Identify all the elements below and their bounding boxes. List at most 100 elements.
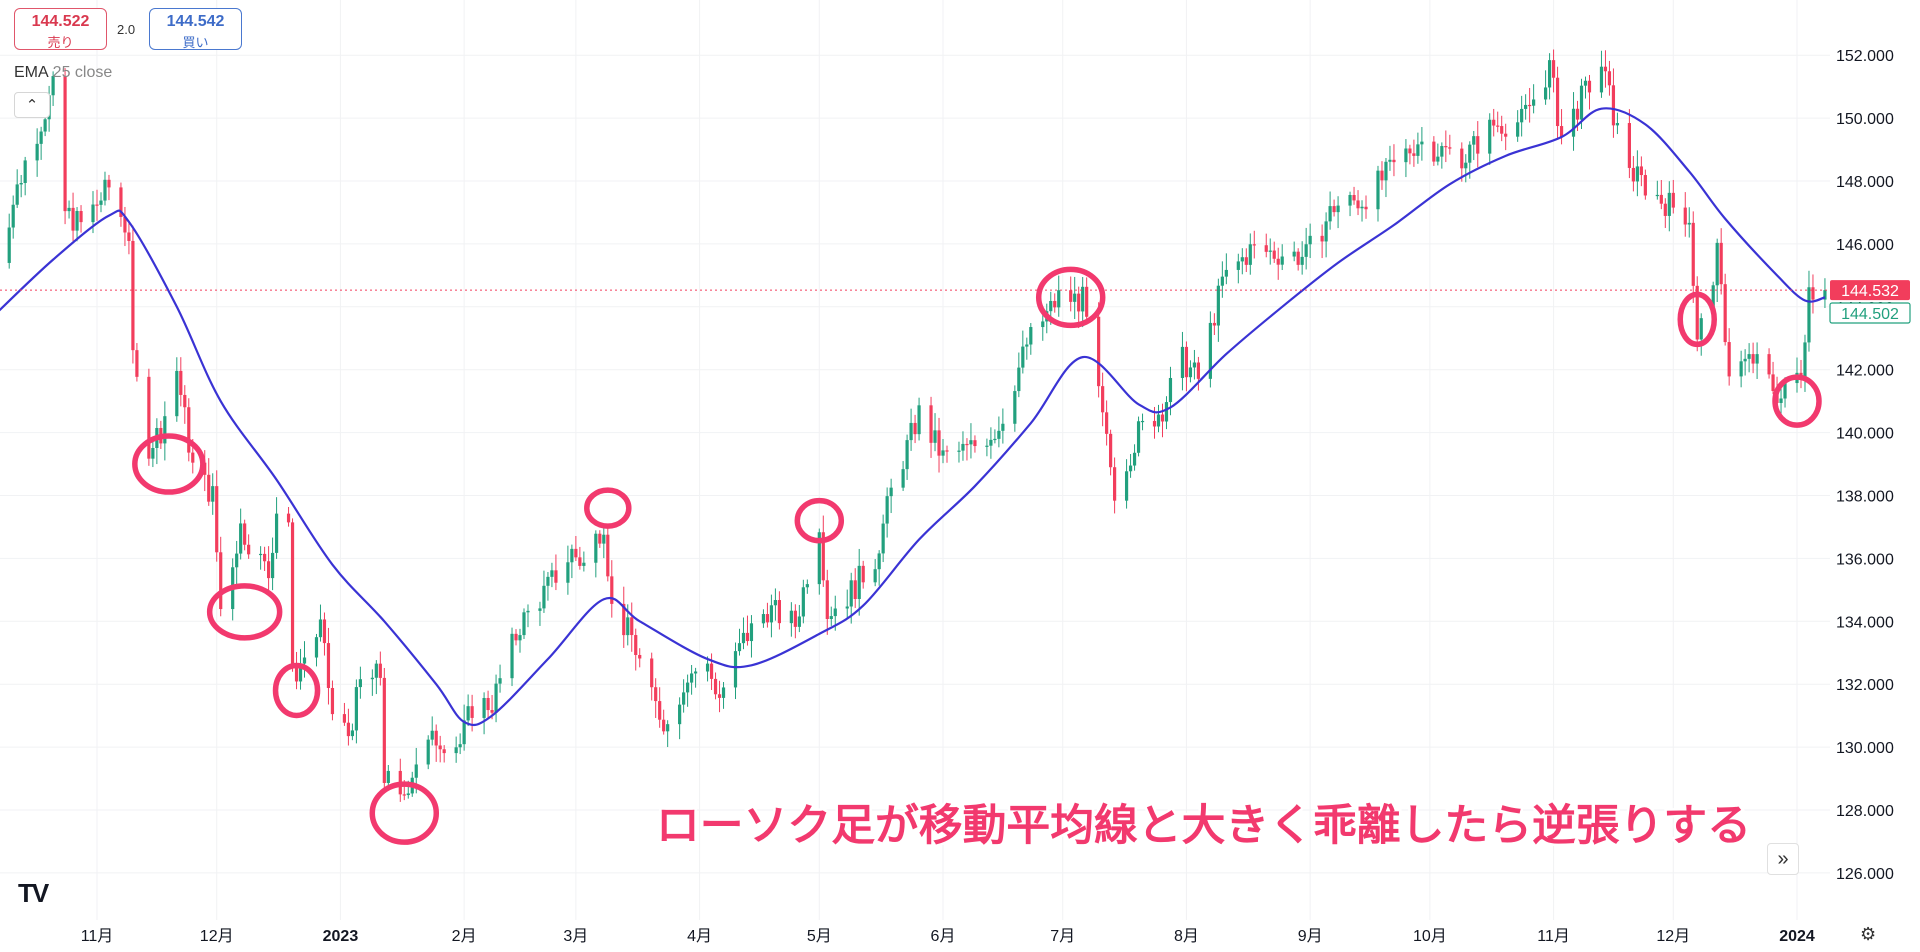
- candle-body: [1444, 146, 1448, 148]
- candle-body: [749, 623, 754, 642]
- candle-body: [765, 614, 770, 623]
- candle-body: [103, 179, 107, 201]
- candle-body: [79, 211, 83, 223]
- candle-body: [705, 663, 710, 672]
- candle-body: [1547, 60, 1552, 88]
- candle-body: [1412, 153, 1416, 156]
- candle-body: [1492, 119, 1496, 126]
- tradingview-logo-icon[interactable]: TV: [18, 878, 49, 908]
- annotation-circle: [272, 662, 321, 719]
- candle-body: [406, 793, 410, 796]
- candle-body: [302, 657, 307, 664]
- candle-body: [1779, 398, 1783, 403]
- candle-body: [905, 440, 909, 470]
- chart-grid: [0, 0, 1830, 920]
- candle-body: [494, 683, 498, 713]
- bid-price-tag-label: 144.502: [1841, 306, 1899, 323]
- candle-body: [666, 724, 670, 732]
- candle-body: [1081, 286, 1085, 312]
- candle-body: [626, 617, 630, 636]
- buy-price: 144.542: [166, 13, 225, 30]
- time-tick-label: 5月: [807, 928, 832, 945]
- candle-body: [1571, 108, 1576, 137]
- candle-body: [1192, 362, 1197, 368]
- candle-body: [131, 240, 135, 351]
- time-tick-label: 7月: [1050, 928, 1075, 945]
- candle-body: [1304, 244, 1308, 257]
- candle-body: [1551, 60, 1556, 78]
- candle-body: [486, 697, 490, 711]
- candle-body: [274, 513, 279, 553]
- candle-body: [1244, 257, 1248, 265]
- candle-body: [877, 553, 881, 570]
- candle-body: [7, 227, 11, 263]
- candle-body: [183, 394, 187, 408]
- candle-body: [1440, 146, 1444, 157]
- candle-body: [1392, 159, 1396, 163]
- time-axis[interactable]: 11月 12月 2023 2月 3月 4月 5月 6月 7月 8月 9月 10月 11月 12月 2024: [81, 928, 1815, 945]
- candle-body: [1691, 222, 1695, 286]
- candle-body: [442, 749, 446, 754]
- candle-body: [941, 450, 945, 456]
- sell-button[interactable]: 144.522 売り: [14, 8, 107, 50]
- candle-body: [1077, 293, 1081, 312]
- candle-body: [1069, 290, 1073, 302]
- candle-body: [1607, 71, 1612, 86]
- candle-body: [1332, 206, 1336, 213]
- candle-body: [215, 486, 219, 553]
- annotation-circle: [132, 433, 206, 495]
- time-tick-label: 12月: [1656, 928, 1690, 945]
- candle-body: [769, 605, 774, 623]
- candle-body: [247, 544, 251, 555]
- candle-body: [71, 207, 75, 231]
- candle-body: [1635, 166, 1639, 182]
- candle-body: [1124, 471, 1129, 501]
- price-axis[interactable]: 126.000 128.000 130.000 132.000 134.000 136.0…: [1836, 48, 1894, 883]
- candle-body: [1101, 386, 1105, 413]
- buy-button[interactable]: 144.542 買い: [149, 8, 242, 50]
- candle-body: [1476, 136, 1480, 154]
- candle-body: [1823, 290, 1827, 300]
- chevrons-right-icon[interactable]: »: [1767, 843, 1799, 875]
- candle-body: [354, 687, 358, 731]
- candle-body: [713, 678, 718, 695]
- candle-body: [23, 160, 27, 183]
- sell-label: 売り: [47, 35, 74, 50]
- candle-body: [1611, 85, 1616, 126]
- candle-body: [1643, 175, 1647, 196]
- candle-body: [263, 553, 267, 562]
- candle-body: [1360, 206, 1364, 209]
- candle-body: [286, 513, 291, 523]
- candle-body: [147, 376, 151, 459]
- price-tick-label: 140.000: [1836, 426, 1894, 443]
- candle-body: [1184, 346, 1189, 378]
- ema-legend[interactable]: EMA 25 close: [14, 64, 112, 82]
- candle-body: [1751, 354, 1755, 364]
- candle-body: [773, 600, 778, 606]
- candle-body: [522, 612, 526, 636]
- candle-body: [1504, 133, 1508, 137]
- candle-body: [1264, 245, 1268, 252]
- candle-body: [378, 663, 382, 678]
- candle-body: [1520, 108, 1524, 123]
- chevron-up-icon[interactable]: ⌃: [14, 92, 50, 118]
- price-tick-label: 128.000: [1836, 803, 1894, 820]
- candle-body: [266, 561, 271, 579]
- candle-body: [570, 548, 574, 563]
- candle-body: [127, 232, 131, 241]
- candle-body: [542, 585, 546, 609]
- candle-body: [135, 350, 139, 377]
- gear-icon[interactable]: ⚙: [1860, 924, 1877, 944]
- candle-body: [654, 687, 658, 702]
- candle-body: [638, 654, 642, 659]
- candle-body: [1384, 161, 1388, 181]
- price-tick-label: 148.000: [1836, 174, 1894, 191]
- candle-body: [550, 570, 554, 577]
- candle-body: [606, 534, 610, 577]
- candle-body: [961, 443, 965, 451]
- candle-body: [1021, 346, 1025, 368]
- candle-body: [1140, 420, 1145, 423]
- candle-body: [1097, 316, 1101, 387]
- candle-body: [1320, 235, 1324, 242]
